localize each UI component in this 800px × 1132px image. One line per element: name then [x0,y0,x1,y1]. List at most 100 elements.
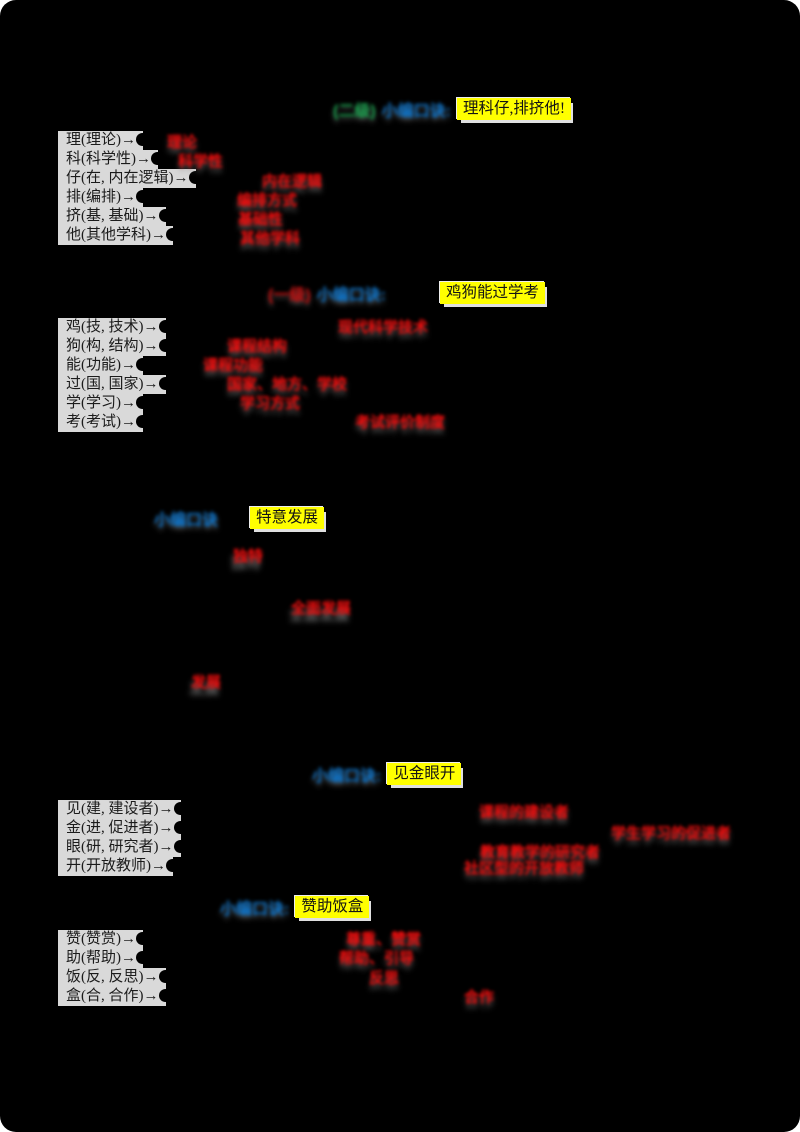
list-row: 鸡(技, 技术)→ [58,317,181,337]
redacted-blob [136,414,158,428]
row-label: 鸡(技, 技术)→ [58,318,166,337]
list-row: 挤(基, 基础)→ [58,206,211,226]
heading-label: 小编口诀 [154,512,219,529]
list-row: 能(功能)→ [58,355,181,375]
redacted-blob [136,395,158,409]
row-label: 挤(基, 基础)→ [58,207,166,226]
list-row: 开(开放教师)→ [58,856,196,876]
obscured-answer-text: 科学性 [178,154,224,170]
redacted-blob [166,858,188,872]
list-row: 助(帮助)→ [58,948,181,968]
list-row: 金(进, 促进者)→ [58,818,196,838]
mnemonic-list-2: 鸡(技, 技术)→ 狗(构, 结构)→ 能(功能)→ 过(国, 国家)→ 学(学习)→ 考… [58,317,181,432]
obscured-answer-text: 其他学科 [240,231,301,247]
obscured-answer-text: 教育教学的研究者 [480,845,601,861]
redacted-blob [158,376,181,390]
list-row: 过(国, 国家)→ [58,374,181,394]
list-row: 饭(反, 反思)→ [58,967,181,987]
list-row: 理(理论)→ [58,130,211,150]
list-row: 眼(研, 研究者)→ [58,837,196,857]
mnemonic-highlight: 见金眼开 [387,763,462,785]
mnemonic-highlight: 赞助饭盒 [295,896,370,918]
mnemonic-heading-1: (二级) 小编口诀: 理科仔,排挤他! [333,97,572,121]
mnemonic-highlight: 理科仔,排挤他! [457,98,572,120]
row-label: 考(考试)→ [58,413,143,432]
mnemonic-list-1: 理(理论)→ 科(科学性)→ 仔(在, 内在逻辑)→ 排(编排)→ 挤(基, 基础)→ 他… [58,130,211,245]
row-label: 盒(合, 合作)→ [58,987,166,1006]
obscured-answer-text: 全面发展 [291,601,352,617]
row-label: 仔(在, 内在逻辑)→ [58,169,196,188]
row-label: 排(编排)→ [58,188,143,207]
mnemonic-heading-4: 小编口诀: 见金眼开 [312,762,462,786]
mnemonic-list-3: 见(建, 建设者)→ 金(进, 促进者)→ 眼(研, 研究者)→ 开(开放教师)→ [58,799,196,876]
redacted-blob [136,931,158,945]
redacted-blob [158,319,181,333]
row-label: 助(帮助)→ [58,949,143,968]
row-label: 能(功能)→ [58,356,143,375]
row-label: 金(进, 促进者)→ [58,819,181,838]
mnemonic-heading-3: 小编口诀 特意发展 [154,506,325,530]
list-row: 盒(合, 合作)→ [58,986,181,1006]
redacted-blob [136,132,158,146]
obscured-answer-text: 考试评价制度 [355,415,446,431]
redacted-blob [158,969,181,983]
redacted-blob [173,820,196,834]
row-label: 开(开放教师)→ [58,857,173,876]
list-row: 见(建, 建设者)→ [58,799,196,819]
obscured-answer-text: 学习方式 [240,396,301,412]
obscured-answer-text: 基础性 [238,212,284,228]
obscured-answer-text: 课程结构 [227,339,288,355]
row-label: 科(科学性)→ [58,150,158,169]
redacted-blob [188,170,211,184]
obscured-answer-text: 课程的建设者 [479,805,570,821]
redacted-blob [136,189,158,203]
list-row: 考(考试)→ [58,412,181,432]
obscured-answer-text: 现代科学技术 [338,320,429,336]
row-label: 学(学习)→ [58,394,143,413]
redacted-blob [136,357,158,371]
mnemonic-highlight: 特意发展 [250,507,325,529]
obscured-answer-text: 社区型的开放教师 [464,861,585,877]
row-label: 过(国, 国家)→ [58,375,166,394]
mnemonic-highlight: 鸡狗能过学考 [440,282,546,304]
heading-label: 小编口诀: [381,103,452,120]
obscured-answer-text: 尊重、赞赏 [346,932,422,948]
heading-level-tag: (二级) [333,103,376,120]
obscured-answer-text: 发展 [191,675,222,691]
obscured-answer-text: 理论 [167,135,198,151]
obscured-answer-text: 学生学习的促进者 [611,826,732,842]
mnemonic-list-4: 赞(赞赏)→ 助(帮助)→ 饭(反, 反思)→ 盒(合, 合作)→ [58,929,181,1006]
redacted-blob [136,950,158,964]
obscured-answer-text: 反思 [369,971,400,987]
obscured-answer-text: 课程功能 [203,358,264,374]
list-row: 仔(在, 内在逻辑)→ [58,168,211,188]
redacted-blob [158,338,181,352]
obscured-answer-text: 内在逻辑 [262,174,323,190]
heading-label: 小编口诀: [220,901,290,918]
row-label: 见(建, 建设者)→ [58,800,181,819]
mnemonic-heading-5: 小编口诀: 赞助饭盒 [220,895,370,919]
list-row: 排(编排)→ [58,187,211,207]
obscured-answer-text: 编排方式 [237,193,298,209]
row-label: 他(其他学科)→ [58,226,173,245]
list-row: 科(科学性)→ [58,149,211,169]
redacted-blob [166,227,188,241]
heading-label: 小编口诀: [316,287,387,304]
row-label: 狗(构, 结构)→ [58,337,166,356]
list-row: 学(学习)→ [58,393,181,413]
list-row: 他(其他学科)→ [58,225,211,245]
mnemonic-heading-2: (一级) 小编口诀: 鸡狗能过学考 [268,281,546,305]
heading-label: 小编口诀: [312,768,382,785]
list-row: 赞(赞赏)→ [58,929,181,949]
heading-level-tag: (一级) [268,287,311,304]
obscured-answer-text: 独特 [233,549,264,565]
list-row: 狗(构, 结构)→ [58,336,181,356]
redacted-blob [173,801,196,815]
row-label: 眼(研, 研究者)→ [58,838,181,857]
obscured-answer-text: 帮助、引导 [339,951,415,967]
row-label: 赞(赞赏)→ [58,930,143,949]
redacted-blob [151,151,173,165]
row-label: 理(理论)→ [58,131,143,150]
redacted-blob [173,839,196,853]
